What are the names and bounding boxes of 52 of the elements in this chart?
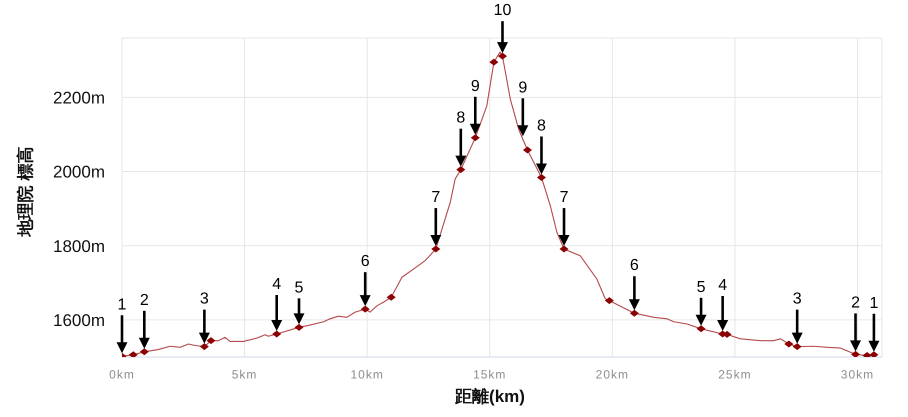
y-axis-title: 地理院 標高: [16, 146, 34, 238]
point: [386, 294, 396, 301]
x-tick-label: 10km: [350, 368, 384, 382]
annotation: 7: [431, 188, 440, 206]
x-tick-label: 25km: [718, 368, 752, 382]
annotation: 2: [851, 294, 860, 311]
point: [140, 348, 149, 356]
y-tick-label: 1600m: [53, 310, 105, 330]
point: [206, 337, 216, 344]
annotation: 5: [294, 278, 304, 296]
point: [470, 134, 480, 142]
point: [431, 246, 440, 253]
point: [784, 340, 794, 348]
annotation: 6: [360, 252, 370, 270]
point: [272, 330, 282, 338]
annotation: 5: [696, 278, 706, 296]
x-tick-label: 30km: [840, 368, 874, 382]
annotation: 1: [869, 294, 878, 312]
annotation: 9: [470, 77, 480, 94]
annotation: 2: [140, 291, 149, 308]
annotation: 7: [560, 188, 569, 206]
point: [360, 306, 370, 313]
x-axis-title: 距離(km): [454, 386, 525, 406]
y-tick-label: 2000m: [53, 162, 105, 182]
point: [489, 58, 498, 66]
y-tick-label: 1800m: [53, 236, 105, 256]
point: [498, 52, 507, 60]
point: [536, 174, 546, 181]
point: [294, 324, 304, 331]
point: [560, 246, 569, 253]
annotation: 8: [537, 116, 546, 134]
y-tick-label: 2200m: [53, 88, 105, 108]
point: [792, 343, 802, 350]
x-tick-label: 5km: [232, 368, 258, 382]
annotation: 6: [630, 256, 639, 274]
point: [630, 310, 639, 317]
annotation: 4: [272, 276, 282, 292]
annotation: 3: [792, 290, 802, 308]
annotation: 9: [518, 78, 528, 96]
point: [604, 297, 614, 304]
x-tick-label: 0km: [109, 368, 135, 382]
point: [200, 343, 209, 350]
annotation: 10: [494, 2, 512, 19]
point: [522, 146, 532, 154]
x-tick-label: 15km: [473, 368, 506, 382]
point: [696, 325, 706, 332]
annotation: 3: [200, 290, 209, 308]
annotation: 8: [456, 109, 466, 126]
point: [456, 166, 466, 174]
annotation: 4: [718, 276, 728, 294]
x-tick-label: 20km: [596, 368, 629, 382]
annotation: 1: [118, 296, 127, 313]
